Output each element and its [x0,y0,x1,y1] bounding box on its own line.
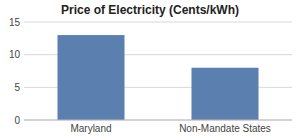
y-tick-label: 0 [14,115,20,126]
title: Price of Electricity (Cents/kWh) [61,3,239,17]
bar [58,35,125,120]
x-tick-label: Maryland [70,123,111,134]
y-tick-label: 10 [9,49,21,60]
chart-container: Price of Electricity (Cents/kWh) 0 5 10 15 Ma… [0,0,300,138]
grid-line [24,22,292,23]
x-axis-line [24,120,292,121]
bars [58,35,259,120]
x-tick-label: Non-Mandate States [179,123,271,134]
grid-line [24,120,292,121]
y-tick-label: 5 [14,82,20,93]
y-tick-label: 15 [9,17,21,28]
bar [192,68,259,120]
chart-svg: Price of Electricity (Cents/kWh) 0 5 10 15 Ma… [0,0,300,138]
